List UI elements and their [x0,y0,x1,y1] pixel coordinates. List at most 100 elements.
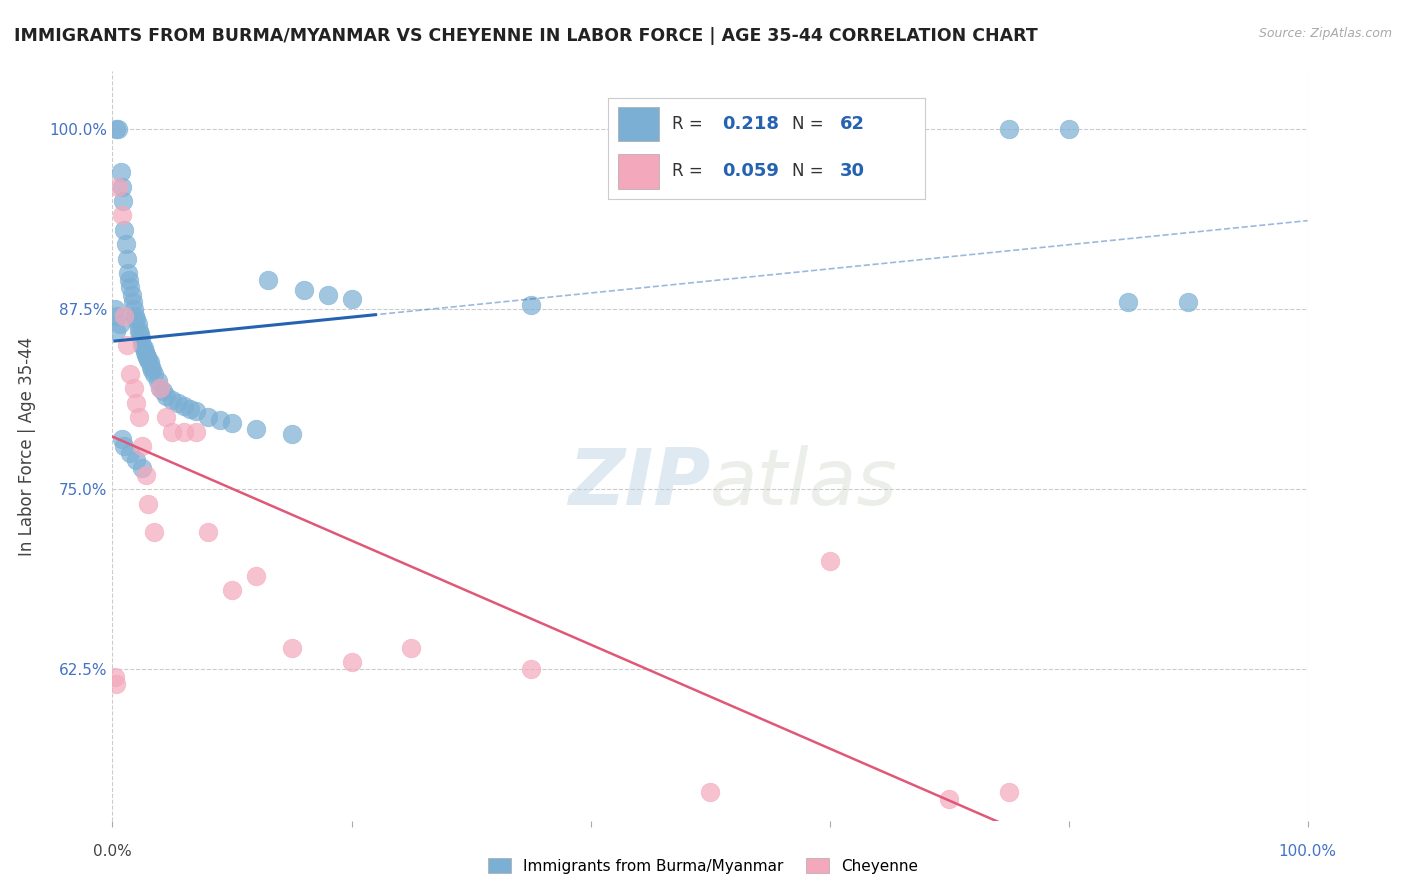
Point [125,396,148,410]
Text: 0.0%: 0.0% [93,844,132,859]
Text: ZIP: ZIP [568,445,710,522]
Point [167,396,190,410]
Point [281,427,304,442]
Point [699,785,721,799]
Point [124,310,146,324]
Point [128,324,150,338]
Point [138,352,160,367]
Point [520,298,543,312]
Point [115,252,138,266]
Point [134,345,156,359]
Point [186,404,208,418]
Point [340,655,363,669]
Point [107,122,129,136]
Point [115,338,138,352]
Point [121,294,143,309]
Point [162,392,183,407]
Point [128,410,150,425]
Point [105,122,128,136]
Point [173,425,195,439]
Point [125,453,148,467]
Point [1118,294,1140,309]
Point [197,525,219,540]
Point [221,583,243,598]
Text: IMMIGRANTS FROM BURMA/MYANMAR VS CHEYENNE IN LABOR FORCE | AGE 35-44 CORRELATION: IMMIGRANTS FROM BURMA/MYANMAR VS CHEYENN… [14,27,1038,45]
Point [129,331,152,345]
Point [127,317,149,331]
Point [111,209,134,223]
Point [120,446,142,460]
Point [520,662,543,676]
Point [138,497,160,511]
Point [401,640,423,655]
Point [152,384,174,399]
Point [114,439,135,453]
Point [155,410,177,425]
Point [125,312,148,326]
Point [105,310,128,324]
Point [998,122,1021,136]
Point [1177,294,1199,309]
Point [135,348,157,362]
Point [143,367,166,381]
Point [340,292,363,306]
Point [122,302,145,317]
Point [818,554,841,568]
Point [139,359,162,374]
Point [209,413,232,427]
Point [186,425,208,439]
Point [257,273,280,287]
Point [245,568,267,582]
Point [114,223,135,237]
Point [141,362,163,376]
Point [138,355,160,369]
Point [149,381,172,395]
Point [112,194,135,208]
Point [245,422,267,436]
Point [131,460,153,475]
Point [121,287,143,301]
Point [120,280,142,294]
Point [281,640,304,655]
Point [179,401,201,416]
Point [149,381,172,395]
Point [105,677,128,691]
Point [108,317,131,331]
Point [998,785,1021,799]
Point [111,432,134,446]
Point [1057,122,1080,136]
Point [938,792,960,806]
Point [162,425,183,439]
Point [146,374,169,388]
Point [104,669,127,683]
Point [316,287,339,301]
Point [104,302,127,317]
Point [120,367,142,381]
Point [117,266,139,280]
Point [292,284,315,298]
Point [197,410,219,425]
Point [131,338,153,352]
Point [105,324,128,338]
Point [129,326,152,341]
Point [114,310,135,324]
Point [110,165,132,179]
Point [173,399,195,413]
Text: 100.0%: 100.0% [1278,844,1337,859]
Point [118,273,141,287]
Point [132,341,155,355]
Point [111,179,134,194]
Point [143,525,166,540]
Point [221,416,243,430]
Text: atlas: atlas [710,445,898,522]
Point [155,388,177,402]
Point [122,381,145,395]
Point [135,467,157,482]
Y-axis label: In Labor Force | Age 35-44: In Labor Force | Age 35-44 [18,336,35,556]
Point [107,179,129,194]
Text: Source: ZipAtlas.com: Source: ZipAtlas.com [1258,27,1392,40]
Point [131,439,153,453]
Legend: Immigrants from Burma/Myanmar, Cheyenne: Immigrants from Burma/Myanmar, Cheyenne [482,852,924,880]
Point [114,237,136,252]
Point [136,350,159,364]
